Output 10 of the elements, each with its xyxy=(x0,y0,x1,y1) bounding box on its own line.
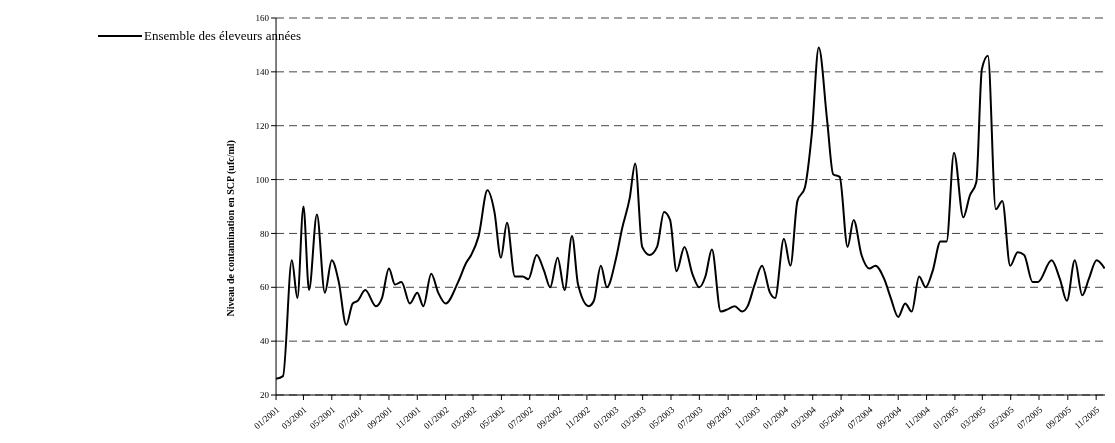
y-tick-label: 100 xyxy=(255,174,270,185)
y-tick-label: 60 xyxy=(260,282,270,293)
y-tick-label: 80 xyxy=(260,228,270,239)
legend-label: Ensemble des éleveurs années xyxy=(144,28,302,44)
y-axis-title: Niveau de contamination en SCP (ufc/ml) xyxy=(224,140,237,317)
y-tick-label: 120 xyxy=(255,120,270,131)
y-tick-label: 20 xyxy=(260,390,270,401)
y-tick-label: 140 xyxy=(255,67,270,78)
y-tick-label: 40 xyxy=(260,336,270,347)
y-tick-label: 160 xyxy=(255,13,270,24)
